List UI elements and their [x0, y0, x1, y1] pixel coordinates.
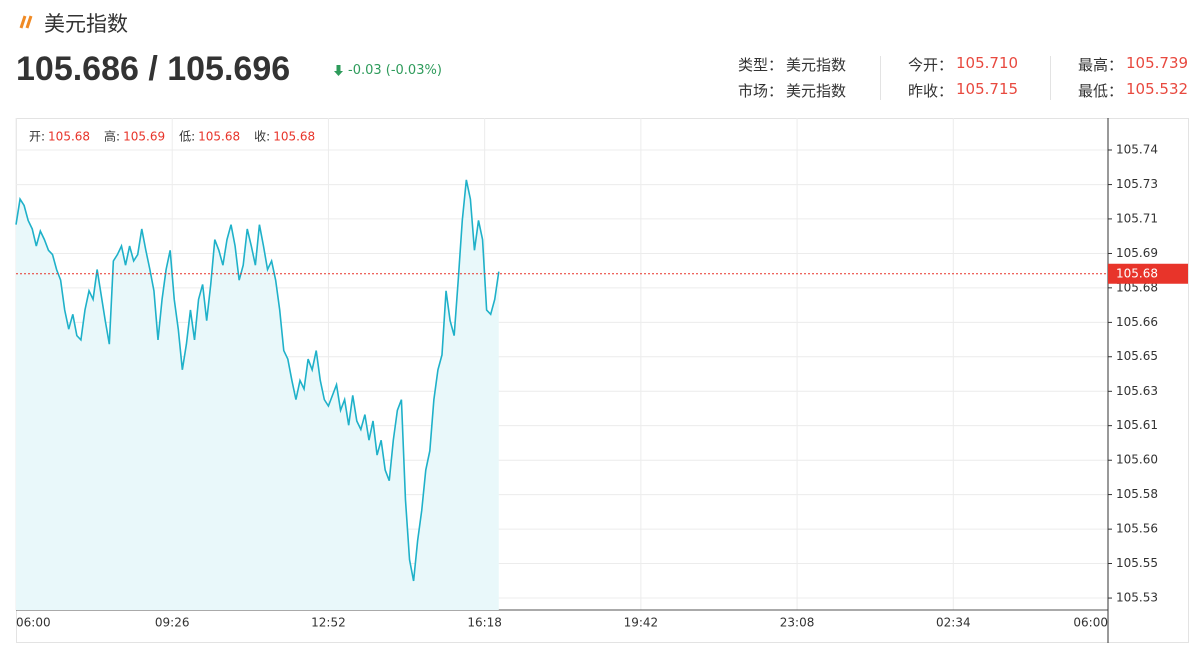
ohlc-value: 105.68	[198, 130, 240, 144]
info-value: 105.532	[1126, 80, 1189, 98]
info-label: 昨收：	[908, 82, 954, 100]
series-area	[16, 179, 499, 610]
info-label: 最高：	[1078, 56, 1124, 74]
ohlc-value: 105.68	[273, 130, 315, 144]
ohlc-label: 低:	[179, 130, 195, 144]
ohlc-value: 105.68	[48, 130, 90, 144]
change: -0.03 (-0.03%)	[348, 63, 442, 78]
info-value: 105.715	[956, 80, 1019, 98]
ohlc-label: 高:	[104, 129, 120, 144]
y-tick-label: 105.58	[1116, 487, 1158, 501]
y-tick-label: 105.55	[1116, 556, 1158, 570]
x-tick-label: 02:34	[936, 616, 971, 630]
info-value: 美元指数	[786, 56, 847, 74]
x-tick-label: 12:52	[311, 616, 346, 630]
info-label: 类型：	[738, 56, 784, 74]
last-price-label: 105.68	[1116, 266, 1158, 280]
y-tick-label: 105.74	[1116, 143, 1158, 157]
y-tick-label: 105.65	[1116, 349, 1158, 363]
y-tick-label: 105.69	[1116, 246, 1158, 260]
price: 105.686 / 105.696	[16, 50, 291, 88]
last-price-box	[1108, 263, 1188, 284]
series-line	[15, 179, 500, 582]
y-tick-label: 105.73	[1116, 177, 1158, 191]
x-tick-label: 06:00	[1073, 616, 1108, 630]
y-tick-label: 105.56	[1116, 522, 1158, 536]
title-icon	[19, 15, 33, 29]
down-arrow	[334, 65, 343, 76]
ohlc-label: 收:	[254, 130, 270, 144]
info-label: 最低：	[1078, 82, 1124, 100]
ohlc-value: 105.69	[123, 130, 165, 144]
y-tick-label: 105.60	[1116, 453, 1158, 467]
y-tick-label: 105.66	[1116, 315, 1158, 329]
y-tick-label: 105.71	[1116, 211, 1158, 225]
ohlc-label: 开:	[29, 130, 45, 144]
y-tick-label: 105.53	[1116, 591, 1158, 605]
x-tick-label: 09:26	[155, 616, 190, 630]
info-label: 市场：	[738, 82, 784, 100]
x-tick-label: 23:08	[780, 616, 815, 630]
y-tick-label: 105.63	[1116, 384, 1158, 398]
x-tick-label: 06:00	[16, 616, 51, 630]
y-tick-label: 105.68	[1116, 280, 1158, 294]
info-value: 105.710	[956, 54, 1019, 72]
x-tick-label: 16:18	[467, 616, 502, 630]
separator	[880, 56, 881, 100]
info-label: 今开：	[908, 56, 954, 74]
title: 美元指数	[44, 12, 128, 36]
x-tick-label: 19:42	[624, 616, 659, 630]
info-value: 105.739	[1126, 54, 1189, 72]
separator	[1050, 56, 1051, 100]
y-tick-label: 105.61	[1116, 418, 1158, 432]
info-value: 美元指数	[786, 82, 847, 100]
